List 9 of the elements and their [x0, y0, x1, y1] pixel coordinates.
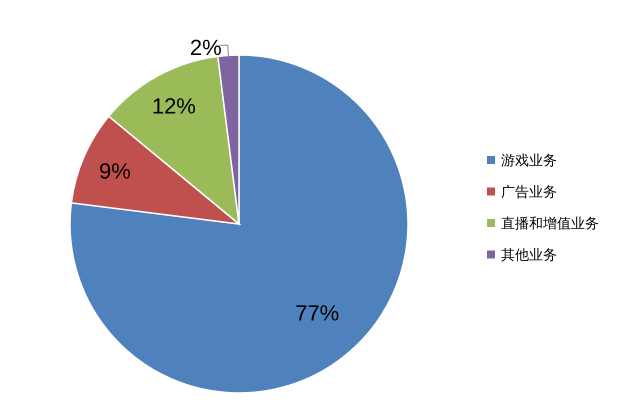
- data-label: 2%: [190, 35, 222, 60]
- data-label: 9%: [99, 158, 131, 184]
- legend-label: 其他业务: [501, 248, 557, 264]
- data-label: 12%: [152, 94, 196, 119]
- legend-label: 广告业务: [501, 184, 557, 200]
- data-label: 77%: [295, 300, 340, 326]
- legend-label: 游戏业务: [501, 153, 557, 169]
- pie-slice: [69, 54, 409, 394]
- legend-label: 直播和增值业务: [501, 216, 599, 232]
